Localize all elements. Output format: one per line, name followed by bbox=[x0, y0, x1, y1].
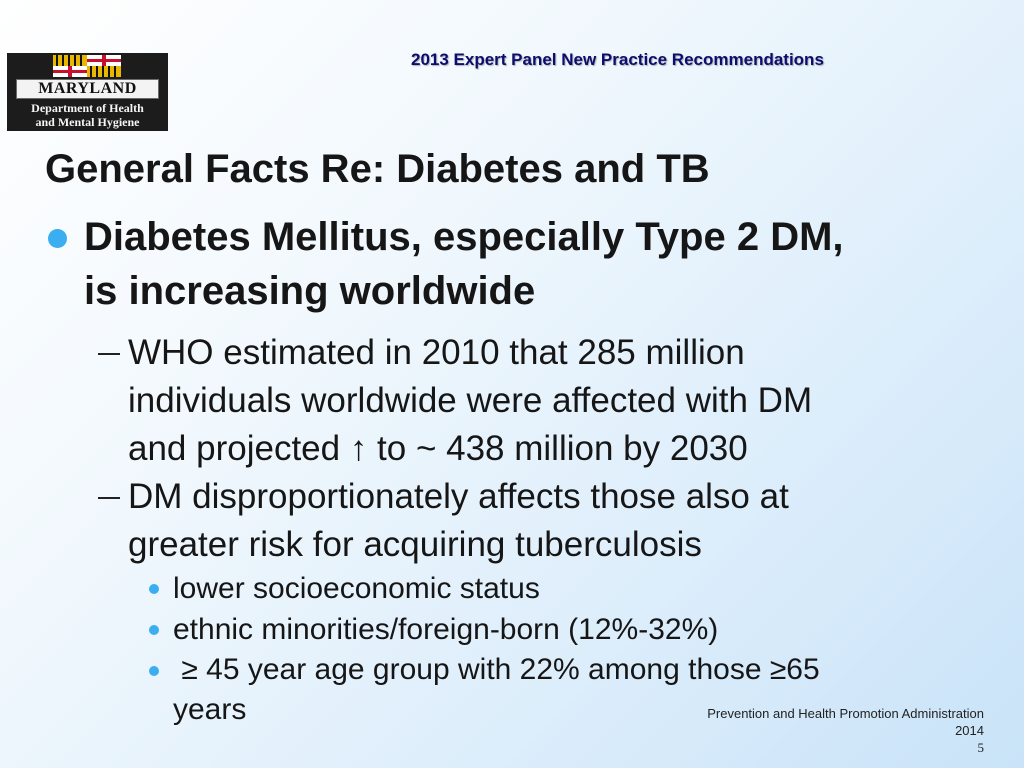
sub-bullet-line: greater risk for acquiring tuberculosis bbox=[128, 525, 702, 564]
sub-bullet-line: individuals worldwide were affected with… bbox=[128, 381, 813, 420]
sub-bullet-dot-icon bbox=[149, 666, 159, 676]
risk-item-line: ≥ 45 year age group with 22% among those… bbox=[173, 653, 820, 686]
sub-bullet-risk: DM disproportionately affects those also… bbox=[128, 473, 988, 569]
maryland-dhmh-logo: MARYLAND Department of Health and Mental… bbox=[7, 53, 168, 131]
risk-item-line: years bbox=[173, 693, 247, 726]
risk-item-ethnic-minorities: ethnic minorities/foreign-born (12%-32%) bbox=[173, 610, 933, 650]
sub-bullet-line: DM disproportionately affects those also… bbox=[128, 477, 789, 516]
risk-item-socioeconomic: lower socioeconomic status bbox=[173, 569, 933, 609]
risk-item-line: ethnic minorities/foreign-born (12%-32%) bbox=[173, 613, 719, 646]
sub-bullet-who-estimate: WHO estimated in 2010 that 285 million i… bbox=[128, 329, 988, 473]
bullet-dot-icon bbox=[48, 229, 67, 248]
sub-bullet-line: and projected ↑ to ~ 438 million by 2030 bbox=[128, 429, 748, 468]
risk-item-line: lower socioeconomic status bbox=[173, 572, 540, 605]
bullet-line: is increasing worldwide bbox=[84, 269, 536, 313]
sub-bullet-dot-icon bbox=[149, 584, 159, 594]
page-number: 5 bbox=[977, 740, 985, 755]
risk-item-age-group: ≥ 45 year age group with 22% among those… bbox=[173, 650, 933, 730]
logo-subtitle-line1: Department of Health bbox=[31, 101, 144, 115]
dash-icon bbox=[98, 497, 120, 499]
bullet-line: Diabetes Mellitus, especially Type 2 DM, bbox=[84, 215, 844, 259]
slide-title: General Facts Re: Diabetes and TB bbox=[45, 147, 710, 191]
logo-name: MARYLAND bbox=[16, 79, 159, 99]
logo-subtitle-line2: and Mental Hygiene bbox=[35, 115, 140, 129]
footer-org: Prevention and Health Promotion Administ… bbox=[707, 706, 984, 721]
sub-bullet-dot-icon bbox=[149, 625, 159, 635]
maryland-flag-icon bbox=[51, 53, 123, 79]
sub-bullet-line: WHO estimated in 2010 that 285 million bbox=[128, 333, 745, 372]
main-bullet: Diabetes Mellitus, especially Type 2 DM,… bbox=[84, 210, 974, 318]
footer-year: 2014 bbox=[955, 723, 984, 738]
header-title: 2013 Expert Panel New Practice Recommend… bbox=[411, 50, 824, 69]
dash-icon bbox=[98, 353, 120, 355]
